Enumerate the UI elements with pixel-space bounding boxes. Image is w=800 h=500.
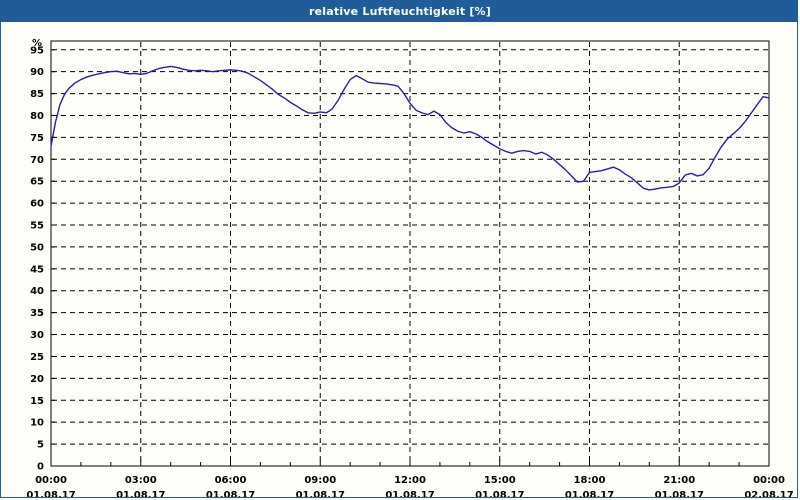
- y-tick-label: 75: [30, 133, 44, 144]
- x-axis-dates: 01.08.17 01.08.17 01.08.17 01.08.17 01.08.17…: [26, 490, 793, 498]
- page-title: relative Luftfeuchtigkeit [%]: [309, 5, 491, 18]
- x-tick-date: 01.08.17: [565, 490, 614, 498]
- y-axis-unit-label: %: [32, 38, 42, 49]
- plot-area-container: 0 5 10 15 20 25 30 35 40 45 50 55 60 65 70 75 80 85 90 95 0…: [1, 22, 797, 498]
- x-tick-date: 01.08.17: [385, 490, 434, 498]
- y-tick-label: 0: [37, 462, 44, 473]
- x-axis-ticks: [50, 460, 770, 466]
- y-tick-label: 55: [30, 221, 44, 232]
- x-tick-label: 03:00: [125, 475, 157, 486]
- x-tick-label: 09:00: [304, 475, 336, 486]
- plot-frame: [50, 40, 770, 467]
- y-tick-label: 80: [30, 111, 44, 122]
- x-tick-date: 01.08.17: [655, 490, 704, 498]
- x-axis-labels: 00:00 03:00 06:00 09:00 12:00 15:00 18:00 21:00…: [35, 475, 785, 486]
- series-line: [50, 65, 770, 191]
- x-tick-date: 01.08.17: [206, 490, 255, 498]
- y-tick-label: 65: [30, 177, 44, 188]
- y-axis-ticks: [51, 49, 55, 467]
- data-series-group: [50, 65, 770, 191]
- x-tick-label: 12:00: [394, 475, 426, 486]
- x-tick-date: 01.08.17: [116, 490, 165, 498]
- y-tick-label: 60: [30, 199, 44, 210]
- y-tick-label: 90: [30, 67, 44, 78]
- y-tick-label: 10: [30, 418, 44, 429]
- y-tick-label: 15: [30, 396, 44, 407]
- y-tick-label: 35: [30, 308, 44, 319]
- y-tick-label: 95: [30, 45, 44, 56]
- y-tick-label: 30: [30, 330, 44, 341]
- x-tick-label: 21:00: [663, 475, 695, 486]
- window-title-bar: relative Luftfeuchtigkeit [%]: [1, 1, 797, 22]
- x-tick-date: 02.08.17: [744, 490, 793, 498]
- y-tick-label: 40: [30, 286, 44, 297]
- x-tick-label: 00:00: [35, 475, 67, 486]
- x-tick-label: 06:00: [215, 475, 247, 486]
- y-tick-label: 20: [30, 374, 44, 385]
- humidity-line-chart: 0 5 10 15 20 25 30 35 40 45 50 55 60 65 70 75 80 85 90 95 0…: [26, 38, 793, 498]
- x-tick-date: 01.08.17: [26, 490, 75, 498]
- x-tick-label: 18:00: [574, 475, 606, 486]
- x-tick-label: 15:00: [484, 475, 516, 486]
- grid-lines: [52, 42, 768, 465]
- y-tick-label: 50: [30, 242, 44, 253]
- y-tick-label: 85: [30, 89, 44, 100]
- x-tick-date: 01.08.17: [296, 490, 345, 498]
- y-tick-label: 25: [30, 352, 44, 363]
- y-tick-label: 45: [30, 264, 44, 275]
- x-tick-date: 01.08.17: [475, 490, 524, 498]
- x-tick-label: 00:00: [753, 475, 785, 486]
- y-tick-label: 5: [37, 440, 44, 451]
- y-tick-label: 70: [30, 155, 44, 166]
- y-axis-labels: 0 5 10 15 20 25 30 35 40 45 50 55 60 65 70 75 80 85 90 95: [30, 45, 44, 472]
